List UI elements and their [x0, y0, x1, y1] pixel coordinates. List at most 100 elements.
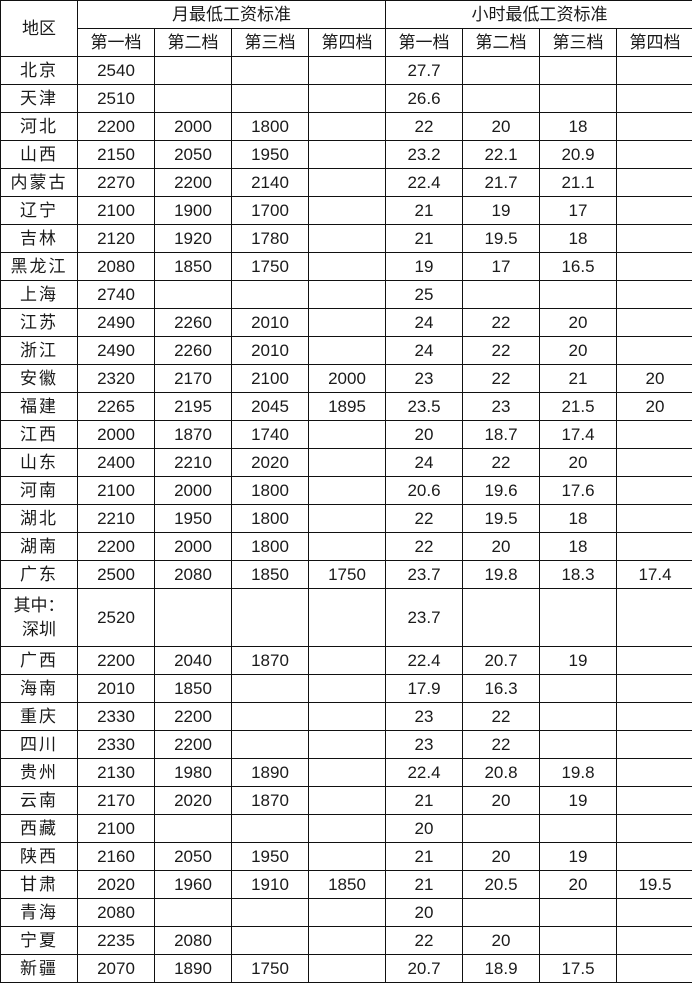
monthly-tier-3-cell: 1950 [231, 842, 309, 871]
hourly-tier-2-cell: 20 [462, 532, 540, 561]
monthly-tier-4-cell [308, 336, 386, 365]
hourly-tier-2-cell: 20 [462, 112, 540, 141]
hourly-tier-2-cell: 18.9 [462, 954, 540, 983]
monthly-tier-1-cell: 2010 [77, 674, 155, 703]
hourly-tier-1-cell: 21 [385, 842, 463, 871]
table-row: 重庆 2330 2200 23 22 [0, 702, 692, 731]
hourly-tier-3-cell: 18 [539, 224, 617, 253]
monthly-tier-4-cell [308, 140, 386, 169]
hourly-tier-2-cell: 20.7 [462, 646, 540, 675]
hourly-tier-4-cell: 20 [616, 392, 692, 421]
monthly-tier-3-cell: 1870 [231, 646, 309, 675]
region-cell: 广西 [0, 646, 78, 675]
hourly-tier-1-cell: 20 [385, 814, 463, 843]
monthly-tier-2-cell: 1850 [154, 674, 232, 703]
monthly-tier-3-cell: 1800 [231, 532, 309, 561]
monthly-tier-1-cell: 2400 [77, 448, 155, 477]
monthly-tier-1-cell: 2080 [77, 252, 155, 281]
monthly-tier-3-cell: 2045 [231, 392, 309, 421]
region-cell: 山西 [0, 140, 78, 169]
hourly-tier-4-cell [616, 814, 692, 843]
region-cell: 湖南 [0, 532, 78, 561]
table-body: 北京 2540 27.7 天津 2510 26.6 河北 2200 2000 1800 22 20 18… [0, 56, 692, 983]
hourly-tier-2-cell [462, 84, 540, 113]
region-cell: 河北 [0, 112, 78, 141]
monthly-tier-4-cell [308, 730, 386, 759]
hourly-tier-2-cell: 20 [462, 786, 540, 815]
monthly-tier-2-header: 第二档 [154, 28, 232, 57]
table-row: 江苏 2490 2260 2010 24 22 20 [0, 308, 692, 337]
hourly-tier-2-cell [462, 280, 540, 309]
hourly-tier-2-cell: 17 [462, 252, 540, 281]
hourly-tier-1-cell: 20.7 [385, 954, 463, 983]
monthly-tier-4-cell [308, 588, 386, 647]
table-row: 上海 2740 25 [0, 280, 692, 309]
monthly-tier-2-cell: 1980 [154, 758, 232, 787]
hourly-tier-2-cell: 19.6 [462, 476, 540, 505]
hourly-tier-1-cell: 22.4 [385, 168, 463, 197]
monthly-tier-3-cell: 1750 [231, 252, 309, 281]
table-row: 新疆 2070 1890 1750 20.7 18.9 17.5 [0, 954, 692, 983]
monthly-tier-1-cell: 2100 [77, 476, 155, 505]
monthly-tier-3-cell: 1750 [231, 954, 309, 983]
monthly-tier-1-cell: 2200 [77, 532, 155, 561]
monthly-tier-3-cell [231, 702, 309, 731]
region-cell: 福建 [0, 392, 78, 421]
hourly-tier-4-cell [616, 56, 692, 85]
monthly-tier-4-cell [308, 898, 386, 927]
hourly-tier-1-cell: 23.7 [385, 560, 463, 589]
monthly-tier-4-cell [308, 842, 386, 871]
hourly-tier-4-cell [616, 476, 692, 505]
monthly-tier-2-cell: 1890 [154, 954, 232, 983]
monthly-header: 月最低工资标准 [77, 0, 386, 29]
hourly-tier-2-cell: 21.7 [462, 168, 540, 197]
hourly-tier-1-cell: 23.5 [385, 392, 463, 421]
monthly-tier-3-cell: 1800 [231, 476, 309, 505]
monthly-tier-4-cell [308, 532, 386, 561]
monthly-tier-2-cell: 2210 [154, 448, 232, 477]
hourly-tier-2-cell [462, 898, 540, 927]
hourly-tier-1-cell: 24 [385, 336, 463, 365]
monthly-tier-4-cell [308, 420, 386, 449]
monthly-tier-1-cell: 2100 [77, 814, 155, 843]
hourly-tier-2-cell: 20.5 [462, 870, 540, 899]
table-row: 四川 2330 2200 23 22 [0, 730, 692, 759]
region-cell: 黑龙江 [0, 252, 78, 281]
region-cell: 湖北 [0, 504, 78, 533]
hourly-tier-4-cell [616, 532, 692, 561]
table-row: 海南 2010 1850 17.9 16.3 [0, 674, 692, 703]
monthly-tier-1-cell: 2080 [77, 898, 155, 927]
table-row: 天津 2510 26.6 [0, 84, 692, 113]
hourly-tier-1-cell: 24 [385, 308, 463, 337]
table-row: 宁夏 2235 2080 22 20 [0, 926, 692, 955]
hourly-tier-1-cell: 21 [385, 870, 463, 899]
hourly-tier-3-cell: 18 [539, 532, 617, 561]
region-cell: 辽宁 [0, 196, 78, 225]
header-row-groups: 地区 月最低工资标准 小时最低工资标准 [0, 0, 692, 57]
monthly-tier-2-cell: 2170 [154, 364, 232, 393]
monthly-tier-3-cell: 1950 [231, 140, 309, 169]
monthly-tier-3-cell: 1890 [231, 758, 309, 787]
monthly-tier-4-cell [308, 954, 386, 983]
hourly-tier-1-cell: 23 [385, 730, 463, 759]
monthly-tier-2-cell: 2000 [154, 476, 232, 505]
header-row-tiers: 第一档 第二档 第三档 第四档 第一档 第二档 第三档 第四档 [1, 28, 692, 57]
hourly-tier-2-cell: 22.1 [462, 140, 540, 169]
monthly-tier-3-cell: 1910 [231, 870, 309, 899]
monthly-tier-4-cell: 1750 [308, 560, 386, 589]
region-cell: 内蒙古 [0, 168, 78, 197]
table-row: 河南 2100 2000 1800 20.6 19.6 17.6 [0, 476, 692, 505]
region-cell: 陕西 [0, 842, 78, 871]
hourly-tier-2-cell: 22 [462, 448, 540, 477]
monthly-tier-4-cell [308, 646, 386, 675]
hourly-tier-2-cell [462, 588, 540, 647]
monthly-tier-2-cell: 2260 [154, 336, 232, 365]
hourly-tier-4-cell: 20 [616, 364, 692, 393]
region-cell: 江苏 [0, 308, 78, 337]
hourly-tier-3-cell [539, 702, 617, 731]
hourly-tier-4-cell [616, 140, 692, 169]
monthly-tier-1-cell: 2500 [77, 560, 155, 589]
hourly-tier-4-cell [616, 702, 692, 731]
hourly-tier-3-cell: 18 [539, 112, 617, 141]
monthly-tier-4-cell [308, 56, 386, 85]
